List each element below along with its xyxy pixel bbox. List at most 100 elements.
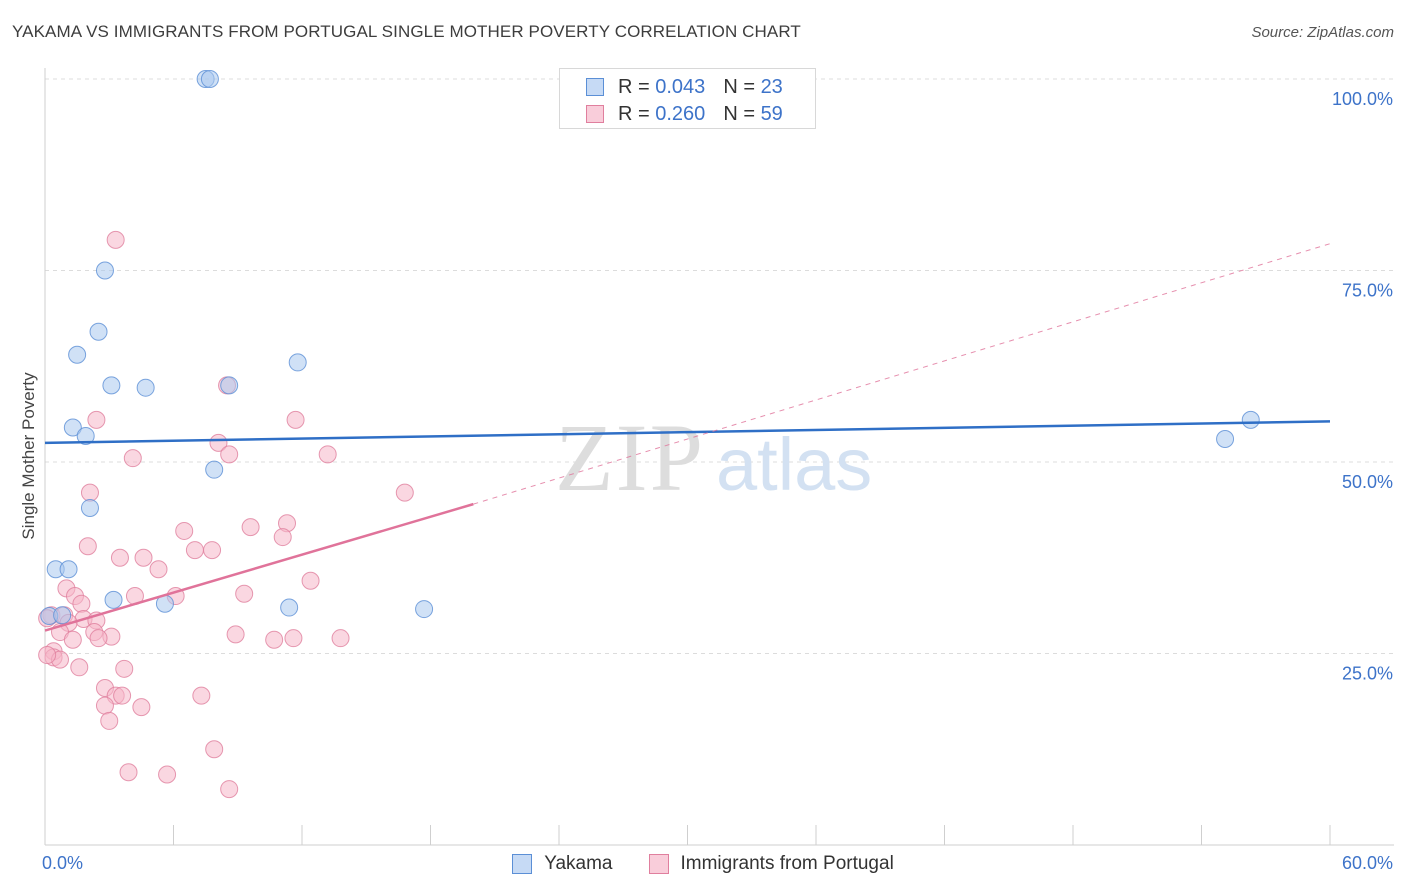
y-tick-label: 75.0%: [1342, 281, 1393, 301]
portugal-point: [149, 560, 168, 579]
yakama-point: [1241, 410, 1260, 429]
portugal-point: [38, 646, 57, 665]
portugal-point: [100, 711, 119, 730]
portugal-point: [192, 686, 211, 705]
portugal-point: [63, 630, 82, 649]
series-legend: Yakama Immigrants from Portugal: [0, 851, 1406, 877]
portugal-point: [123, 449, 142, 468]
portugal-point: [331, 629, 350, 648]
portugal-point: [185, 541, 204, 560]
y-tick-labels: 100.0% 75.0% 50.0% 25.0%: [1332, 89, 1393, 684]
portugal-point: [72, 594, 91, 613]
legend-n-label: N =: [723, 75, 755, 98]
yakama-point: [415, 600, 434, 619]
portugal-point: [265, 630, 284, 649]
yakama-point: [53, 606, 72, 625]
immigrants-from-portugal-points: [38, 230, 414, 799]
portugal-point: [132, 698, 151, 717]
portugal-point: [235, 584, 254, 603]
yakama-point: [220, 376, 239, 395]
portugal-point: [209, 433, 228, 452]
trend-lines: [44, 243, 1331, 632]
legend-row-portugal: R = 0.260 N = 59: [586, 102, 783, 126]
chart-title: YAKAMA VS IMMIGRANTS FROM PORTUGAL SINGL…: [12, 22, 801, 41]
portugal-point: [158, 765, 177, 784]
series-swatch-yakama: [512, 854, 533, 874]
yakama-point: [76, 426, 95, 445]
portugal-point: [113, 686, 132, 705]
x-tick-label-max: 60.0%: [1342, 853, 1393, 873]
portugal-point: [318, 445, 337, 464]
portugal-point: [395, 483, 414, 502]
yakama-point: [63, 418, 82, 437]
x-tick-labels: 0.0% 60.0%: [42, 853, 1393, 873]
portugal-point: [78, 537, 97, 556]
portugal-point: [89, 629, 108, 648]
yakama-point: [280, 598, 299, 617]
yakama-point: [102, 376, 121, 395]
yakama-point: [104, 590, 123, 609]
y-tick-label: 25.0%: [1342, 664, 1393, 684]
series-swatch-portugal: [648, 854, 669, 874]
portugal-point: [119, 763, 138, 782]
legend-n-value-portugal: 59: [760, 102, 783, 125]
portugal-point: [241, 518, 260, 537]
series-legend-yakama[interactable]: Yakama: [512, 853, 613, 875]
portugal-point: [284, 629, 303, 648]
series-label-yakama: Yakama: [544, 853, 613, 874]
y-tick-label: 50.0%: [1342, 472, 1393, 492]
yakama-point: [288, 353, 307, 372]
yakama-point: [200, 70, 219, 88]
portugal-point: [106, 230, 125, 249]
yakama-point: [59, 560, 78, 579]
y-tick-label: 100.0%: [1332, 89, 1393, 109]
portugal-point: [226, 625, 245, 644]
portugal-point: [70, 658, 89, 677]
portugal-point: [115, 659, 134, 678]
portugal-trend-line: [44, 502, 474, 632]
yakama-point: [136, 378, 155, 397]
correlation-legend: R = 0.043 N = 23 R = 0.260 N = 59: [559, 68, 816, 129]
portugal-point: [134, 548, 153, 567]
watermark-atlas: atlas: [716, 423, 872, 506]
portugal-point: [95, 696, 114, 715]
legend-r-value-portugal: 0.260: [655, 102, 706, 125]
axes: [44, 68, 1394, 846]
portugal-trend-extension: [473, 243, 1331, 505]
series-legend-portugal[interactable]: Immigrants from Portugal: [648, 853, 894, 875]
legend-swatch-portugal: [586, 105, 604, 123]
legend-r-label: R =: [618, 102, 650, 125]
series-label-portugal: Immigrants from Portugal: [680, 853, 894, 874]
zipatlas-watermark: ZIP atlas: [555, 404, 872, 511]
portugal-point: [205, 740, 224, 759]
legend-n-value-yakama: 23: [760, 75, 783, 98]
portugal-point: [220, 780, 239, 799]
legend-r-value-yakama: 0.043: [655, 75, 706, 98]
portugal-point: [203, 541, 222, 560]
yakama-point: [89, 322, 108, 341]
portugal-point: [110, 548, 129, 567]
legend-row-yakama: R = 0.043 N = 23: [586, 75, 783, 99]
portugal-point: [286, 410, 305, 429]
portugal-point: [220, 445, 239, 464]
yakama-trend-line: [44, 420, 1331, 445]
chart-source: Source: ZipAtlas.com: [1251, 24, 1394, 41]
portugal-point: [175, 521, 194, 540]
portugal-point: [80, 483, 99, 502]
portugal-point: [301, 571, 320, 590]
portugal-point: [87, 410, 106, 429]
yakama-point: [1216, 430, 1235, 449]
yakama-point: [95, 261, 114, 280]
yakama-points: [40, 70, 1260, 625]
yakama-point: [80, 498, 99, 517]
legend-swatch-yakama: [586, 78, 604, 96]
yakama-point: [68, 345, 87, 364]
legend-n-label: N =: [723, 102, 755, 125]
legend-r-label: R =: [618, 75, 650, 98]
y-axis-label: Single Mother Poverty: [19, 372, 38, 540]
grid-lines: [45, 78, 1394, 654]
x-tick-label-min: 0.0%: [42, 853, 83, 873]
yakama-point: [205, 460, 224, 479]
portugal-point: [273, 528, 292, 547]
